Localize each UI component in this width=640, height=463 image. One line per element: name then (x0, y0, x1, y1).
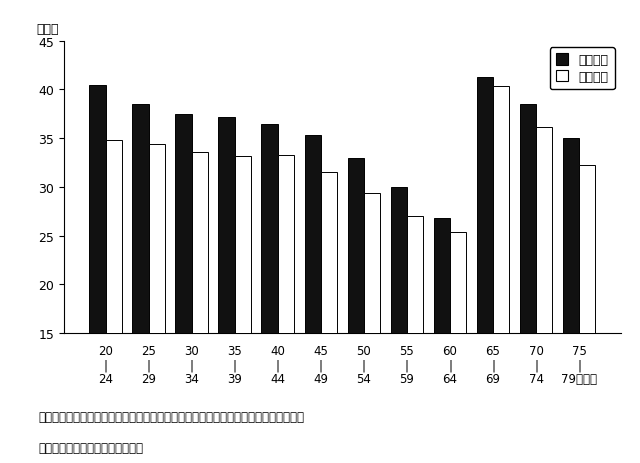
Bar (218, 118, 235, 463)
Bar (148, 145, 165, 463)
Bar (579, 166, 595, 463)
Text: 74: 74 (529, 372, 543, 385)
Text: （点）: （点） (36, 23, 59, 36)
Text: 54: 54 (356, 372, 371, 385)
Bar (90, 85, 106, 463)
Text: |: | (405, 358, 409, 371)
Text: （注）围４－７の（注）に同じ。: （注）围４－７の（注）に同じ。 (38, 441, 143, 454)
Text: 70: 70 (529, 344, 543, 357)
Bar (262, 124, 278, 463)
Bar (563, 139, 579, 463)
Text: 24: 24 (98, 372, 113, 385)
Text: 45: 45 (314, 344, 328, 357)
Bar (348, 158, 364, 463)
Bar (235, 156, 251, 463)
Bar (434, 219, 450, 463)
Text: 79（歳）: 79（歳） (561, 372, 597, 385)
Bar (364, 194, 380, 463)
Bar (305, 136, 321, 463)
Text: |: | (276, 358, 280, 371)
Text: 49: 49 (314, 372, 328, 385)
Text: |: | (362, 358, 366, 371)
Text: 20: 20 (98, 344, 113, 357)
Bar (390, 188, 407, 463)
Text: |: | (147, 358, 150, 371)
Text: 60: 60 (443, 344, 458, 357)
Text: 25: 25 (141, 344, 156, 357)
Bar (278, 156, 294, 463)
Text: 64: 64 (442, 372, 458, 385)
Text: |: | (577, 358, 581, 371)
Text: |: | (491, 358, 495, 371)
Text: 35: 35 (227, 344, 242, 357)
Text: |: | (233, 358, 237, 371)
Text: 34: 34 (184, 372, 199, 385)
Text: 50: 50 (356, 344, 371, 357)
Text: 39: 39 (227, 372, 242, 385)
Bar (536, 128, 552, 463)
Bar (175, 114, 192, 463)
Legend: 経験あり, 経験なし: 経験あり, 経験なし (550, 48, 614, 90)
Text: 65: 65 (486, 344, 500, 357)
Text: |: | (189, 358, 194, 371)
Text: |: | (104, 358, 108, 371)
Text: 75: 75 (572, 344, 587, 357)
Text: 69: 69 (486, 372, 500, 385)
Bar (493, 87, 509, 463)
Text: 59: 59 (399, 372, 415, 385)
Bar (450, 232, 467, 463)
Text: 29: 29 (141, 372, 156, 385)
Bar (477, 78, 493, 463)
Text: |: | (319, 358, 323, 371)
Bar (106, 141, 122, 463)
Text: 40: 40 (270, 344, 285, 357)
Bar (520, 105, 536, 463)
Text: |: | (448, 358, 452, 371)
Text: 围４－８　学校時代の運動部（クラブ）活動の経験別新体力テストの合計点（女子）: 围４－８ 学校時代の運動部（クラブ）活動の経験別新体力テストの合計点（女子） (38, 410, 305, 423)
Text: |: | (534, 358, 538, 371)
Bar (192, 152, 208, 463)
Text: 30: 30 (184, 344, 199, 357)
Text: 44: 44 (270, 372, 285, 385)
Text: 55: 55 (399, 344, 414, 357)
Bar (321, 173, 337, 463)
Bar (407, 217, 423, 463)
Bar (132, 105, 148, 463)
